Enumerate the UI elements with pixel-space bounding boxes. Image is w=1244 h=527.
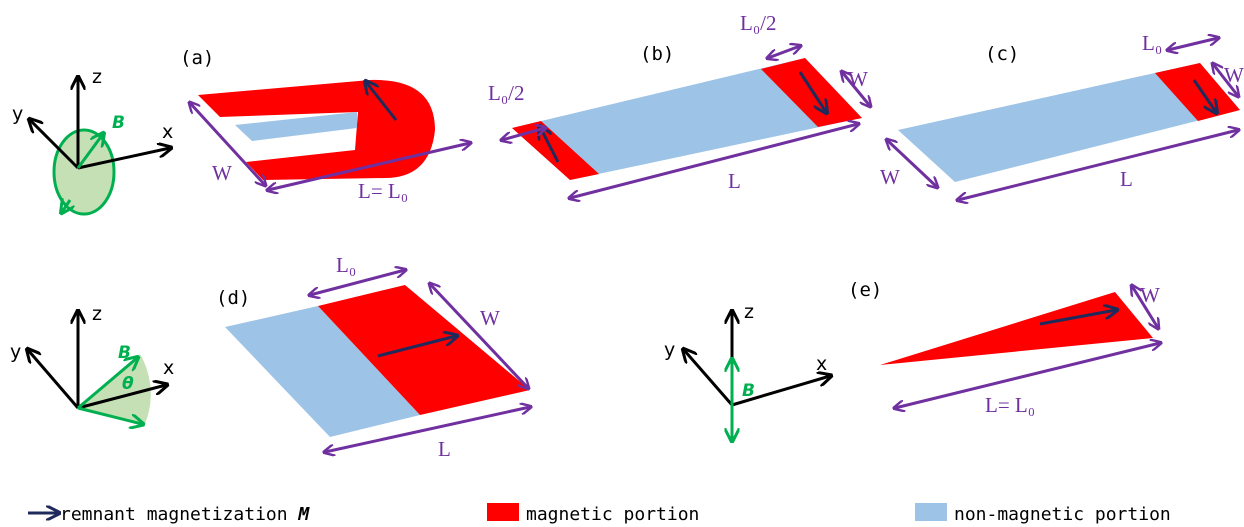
axes-3: z x y B [664, 301, 830, 440]
label: θ [122, 374, 134, 394]
label: y [12, 103, 23, 125]
panel-e: (e) W L= L₀ [848, 279, 1160, 417]
axis-arrow [28, 350, 78, 408]
label: W [1224, 63, 1244, 87]
label: (c) [985, 43, 1019, 65]
shape [78, 354, 151, 424]
label: B [118, 343, 131, 363]
label: (a) [180, 47, 214, 69]
label: W [1140, 283, 1160, 307]
panel-d: (d) L₀ W L [216, 253, 530, 461]
label: L= L₀ [358, 179, 408, 203]
label: z [92, 303, 102, 325]
axes-2: z x y B θ [10, 303, 174, 424]
dimension-arrow [768, 46, 800, 58]
panel-c: (c) L₀ W W L [880, 31, 1244, 200]
label: L₀/2 [740, 11, 776, 35]
magnetic-region [487, 503, 519, 521]
label: magnetic portion [526, 504, 699, 525]
axis-arrow [684, 350, 732, 405]
label: non-magnetic portion [954, 504, 1171, 525]
figure: z x y B (a) W L= L₀ (b) L₀/2 L₀/2 W L (c… [0, 0, 1244, 527]
label: y [10, 341, 21, 363]
label: W [848, 67, 868, 91]
label: B [742, 381, 755, 401]
label: z [744, 301, 754, 323]
legend-symbol: M [297, 504, 310, 525]
label: L= L₀ [985, 393, 1035, 417]
label: L₀ [1142, 31, 1162, 55]
label: L₀/2 [488, 81, 524, 105]
label: W [212, 161, 232, 185]
label: x [816, 353, 827, 375]
label: (e) [848, 279, 882, 301]
label: B [112, 113, 125, 133]
label: z [92, 66, 102, 88]
label: L [728, 169, 741, 193]
legend: remnant magnetization M magnetic portion… [28, 503, 1171, 525]
shape [54, 130, 114, 214]
axes-1: z x y B [12, 66, 173, 214]
dimension-arrow [1168, 38, 1218, 50]
label: y [664, 339, 675, 361]
label: remnant magnetization M [60, 504, 310, 525]
panel-b: (b) L₀/2 L₀/2 W L [488, 11, 870, 198]
label: W [480, 306, 500, 330]
label: (d) [216, 287, 250, 309]
label: x [162, 121, 173, 143]
label: x [163, 357, 174, 379]
label: W [880, 165, 900, 189]
label: L₀ [336, 253, 356, 277]
non-magnetic-region [235, 112, 357, 141]
label: L [438, 437, 451, 461]
legend-text: remnant magnetization [60, 504, 298, 525]
non-magnetic-region [915, 503, 947, 521]
label: L [1120, 167, 1133, 191]
label: (b) [640, 43, 674, 65]
panel-a: (a) W L= L₀ [180, 47, 470, 203]
